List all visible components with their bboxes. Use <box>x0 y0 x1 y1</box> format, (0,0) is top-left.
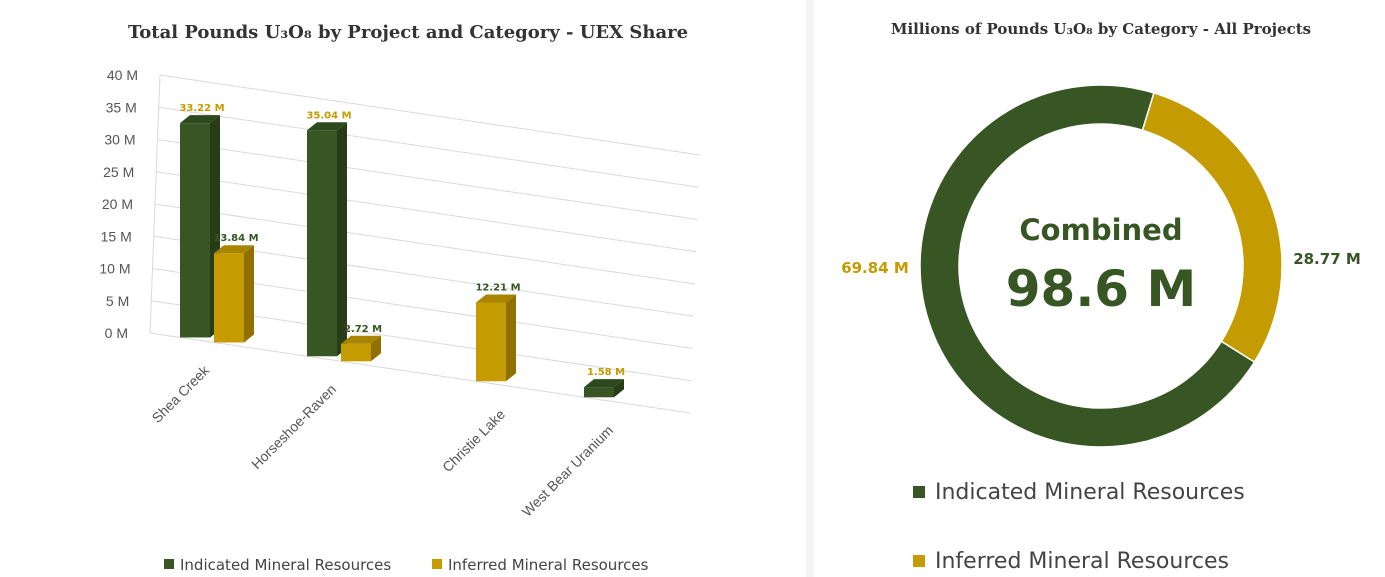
legend-swatch <box>164 559 174 569</box>
donut-slice-label: 28.77 M <box>1293 250 1361 268</box>
bar-chart-panel: Total Pounds U₃O₈ by Project and Categor… <box>99 22 701 574</box>
bar-gridline <box>154 203 696 285</box>
bar-chart-data-labels: 33.22 M 13.84 M 35.04 M 2.72 M 12.21 M 1.58 M <box>179 103 625 378</box>
bar-wall-edge <box>149 74 161 334</box>
x-category-label: Shea Creek <box>149 362 213 426</box>
bar-front <box>584 387 614 398</box>
bar-gridline <box>149 332 691 414</box>
legend-item: Indicated Mineral Resources <box>913 480 1245 505</box>
y-tick-label: 30 M <box>104 132 135 148</box>
donut-chart-panel: Millions of Pounds U₃O₈ by Category - Al… <box>841 20 1361 574</box>
bar-front <box>214 253 244 343</box>
legend-swatch <box>432 559 442 569</box>
bar-front <box>341 343 371 362</box>
legend-label: Indicated Mineral Resources <box>180 556 391 574</box>
donut-slice <box>1141 91 1283 364</box>
bar-data-label: 33.22 M <box>179 103 224 114</box>
legend-item: Inferred Mineral Resources <box>432 556 649 574</box>
bar-side <box>614 379 624 398</box>
bar <box>584 379 624 398</box>
bar <box>341 335 381 362</box>
bar-top <box>584 379 624 388</box>
bar-top <box>476 294 516 303</box>
donut-slice-label: 69.84 M <box>841 259 909 277</box>
y-tick-label: 25 M <box>103 164 134 180</box>
donut-center-label: Combined <box>1019 213 1182 247</box>
legend-item: Indicated Mineral Resources <box>164 556 391 574</box>
bar-gridline <box>156 171 697 253</box>
legend-item: Inferred Mineral Resources <box>913 549 1229 574</box>
y-tick-label: 0 M <box>105 325 128 341</box>
legend-label: Indicated Mineral Resources <box>935 480 1245 505</box>
bar-chart-x-axis: Shea Creek Horseshoe-Raven Christie Lake We… <box>149 362 617 520</box>
donut-chart-title: Millions of Pounds U₃O₈ by Category - Al… <box>891 20 1311 38</box>
bar-side <box>244 245 254 343</box>
bar-side <box>371 335 381 362</box>
legend-swatch <box>913 555 925 567</box>
bar <box>214 245 254 343</box>
bar-side <box>506 294 516 382</box>
donut-chart-slices <box>919 84 1283 448</box>
legend-label: Inferred Mineral Resources <box>448 556 649 574</box>
bar-gridline <box>158 106 699 188</box>
bar-chart-title: Total Pounds U₃O₈ by Project and Categor… <box>128 22 688 43</box>
bar-data-label: 12.21 M <box>475 283 520 294</box>
y-tick-label: 20 M <box>102 196 133 212</box>
panel-divider <box>806 0 814 577</box>
bar-side <box>337 122 347 357</box>
bar-data-label: 35.04 M <box>306 110 351 121</box>
x-category-label: Horseshoe-Raven <box>248 381 339 472</box>
y-tick-label: 5 M <box>106 293 129 309</box>
y-tick-label: 35 M <box>106 99 137 115</box>
legend-label: Inferred Mineral Resources <box>935 549 1229 574</box>
y-tick-label: 15 M <box>101 228 132 244</box>
bar-front <box>476 302 506 382</box>
donut-chart-legend: Indicated Mineral Resources Inferred Mine… <box>913 480 1245 574</box>
bar-data-label: 2.72 M <box>344 324 382 335</box>
donut-center-value: 98.6 M <box>1006 260 1197 318</box>
bar-top <box>307 122 347 131</box>
bar <box>180 115 220 338</box>
x-category-label: West Bear Uranium <box>519 422 617 520</box>
bar-data-label: 13.84 M <box>213 233 258 244</box>
x-category-label: Christie Lake <box>439 406 508 475</box>
donut-slice <box>919 84 1256 448</box>
bar-chart-legend: Indicated Mineral Resources Inferred Mine… <box>164 556 649 574</box>
bar-gridline <box>159 74 701 156</box>
bar-front <box>180 123 210 338</box>
bar <box>307 122 347 357</box>
bar-chart-bars <box>180 115 624 398</box>
bar-top <box>341 335 381 344</box>
y-tick-label: 10 M <box>99 261 130 277</box>
donut-chart-data-labels: 69.84 M 28.77 M <box>841 250 1361 277</box>
bar-front <box>307 130 337 357</box>
bar-top <box>214 245 254 254</box>
bar-data-label: 1.58 M <box>587 367 625 378</box>
bar <box>476 294 516 382</box>
bar-chart-y-axis: 0 M 5 M 10 M 15 M 20 M 25 M 30 M 35 M 40 M <box>99 67 138 341</box>
legend-swatch <box>913 486 925 498</box>
y-tick-label: 40 M <box>107 67 138 83</box>
bar-gridline <box>157 139 698 220</box>
bar-top <box>180 115 220 124</box>
